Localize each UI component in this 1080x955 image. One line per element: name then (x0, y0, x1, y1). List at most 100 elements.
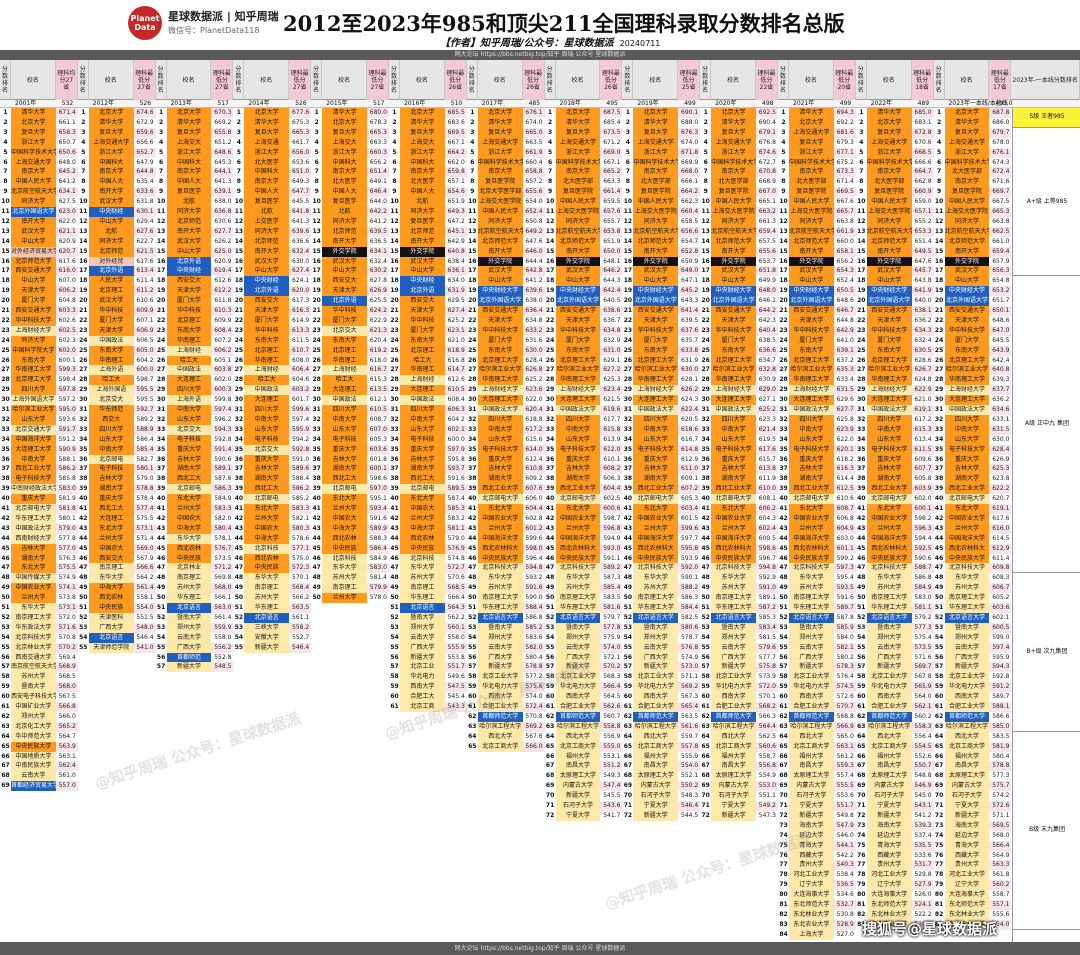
school-name: 中南大学 (789, 424, 834, 435)
rank-number: 40 (77, 494, 89, 505)
school-name: 宁夏大学 (555, 810, 601, 821)
rank-number: 31 (466, 405, 478, 415)
min-score: 575.7 (989, 781, 1012, 792)
school-name: 电子科技大学 (633, 444, 679, 455)
min-score: 603.6 (366, 444, 389, 455)
school-name: 宁夏大学 (944, 801, 990, 811)
col-header-score: 理科最低分18省 (911, 60, 934, 100)
rank-number: 71 (700, 801, 712, 811)
table-row: 44 中国海洋大学 614.5 (933, 533, 1012, 544)
school-name: 广西大学 (400, 642, 445, 653)
table-row: 51 华东理工大学 584.4 (622, 603, 701, 613)
min-score: 568.5 (444, 583, 467, 594)
school-name: 中山大学 (711, 276, 756, 287)
table-row: 53 三峡大学 558.2 (233, 622, 312, 633)
min-score: 649.3 (444, 207, 467, 217)
rank-number: 55 (933, 642, 945, 653)
min-score: 576.4 (833, 672, 856, 683)
rank-number: 29 (0, 385, 11, 396)
rank-number: 47 (77, 563, 89, 574)
min-score: 650.1 (989, 306, 1012, 316)
table-row: 40 重庆大学 581.9 (0, 494, 78, 505)
table-row: 60 西安电子科技大学 567.5 (0, 692, 78, 703)
table-row: 56 广西大学 595.9 (933, 652, 1012, 663)
school-name: 福州大学 (866, 751, 912, 762)
school-name: 西安交大 (322, 276, 367, 287)
school-name: 河北工业大学 (944, 870, 990, 881)
table-row: 62 郑州大学 566.0 (0, 711, 78, 722)
school-name: 中央民族大学 (866, 553, 912, 564)
table-row: 14 同济大学 622.7 (77, 236, 156, 247)
url-strip-bottom: 网大论坛 https://bbs.netbig.top/知乎 周瑞 公众号 星球… (0, 942, 1080, 955)
min-score: 645.3 (211, 157, 234, 168)
table-row: 64 西北大学 562.5 (700, 731, 778, 742)
col-header-score: 理科最低分20省 (833, 60, 856, 100)
rank-number: 2 (466, 117, 478, 128)
school-name: 北京语言大学 (555, 612, 601, 623)
rank-number: 57 (855, 662, 867, 673)
min-score: 602.3 (55, 335, 78, 346)
rank-number: 56 (933, 652, 945, 663)
table-row: 60 西南大学 567.3 (622, 692, 701, 703)
rank-number: 8 (933, 177, 945, 188)
table-row: 44 中国海洋大学 600.5 (700, 533, 778, 544)
table-row: 9 复旦医学院 661.4 (544, 187, 623, 198)
min-score: 588.3 (366, 533, 389, 544)
rank-number: 19 (389, 286, 400, 297)
rank-number: 81 (855, 900, 867, 910)
table-row: 27 哈尔滨工业大学 630.0 (622, 365, 701, 376)
rank-number: 25 (311, 345, 323, 356)
min-score: 547.4 (600, 781, 623, 792)
school-name: 苏州大学 (866, 583, 912, 594)
school-name: 湖南大学 (866, 474, 912, 485)
sohu-credit: 搜狐号@星球数据派 (862, 920, 998, 938)
min-score: 577.3 (911, 622, 934, 633)
table-row: 67 南昌大学 551.2 (544, 761, 623, 772)
min-score: 657.5 (755, 236, 778, 247)
min-score: 584.9 (366, 553, 389, 564)
table-row: 38 湖南大学 606.3 (544, 474, 623, 485)
rank-number: 2 (155, 117, 167, 128)
table-row: 40 东北大学 584.9 (155, 494, 234, 505)
school-name: 北京理工大学 (866, 355, 912, 366)
table-row: 60 西南大学 564.0 (855, 692, 934, 703)
school-name: 暨南大学 (711, 622, 756, 633)
table-row: 23 上海财经大学 602.5 (0, 325, 78, 336)
school-name: 中国传媒大学 (11, 573, 56, 584)
school-name: 北京工商大学 (789, 741, 834, 752)
school-name: 中国政法 (400, 395, 445, 406)
min-score: 575.5 (55, 563, 78, 574)
school-name: 中南大学 (711, 424, 756, 435)
table-row: 50 南京理工大学 605.2 (933, 593, 1012, 604)
table-row: 54 北京科技大学 570.8 (0, 632, 78, 643)
school-name: 广西大学 (555, 652, 601, 663)
min-score: 591.2 (989, 682, 1012, 693)
school-name: 河北工业大学 (789, 870, 834, 881)
table-row: 27 哈尔滨工业大学 626.7 (855, 365, 934, 376)
table-row: 14 中山大学 620.9 (0, 236, 78, 247)
table-row: 61 合肥工业大学 570.7 (778, 702, 856, 712)
min-score: 574.5 (833, 682, 856, 693)
rank-number: 54 (466, 632, 478, 643)
table-row: 6 中国科学技术大学 667.1 (544, 157, 623, 168)
rank-number: 6 (0, 157, 11, 168)
table-row: 26 北京理工大学 628.6 (855, 355, 934, 366)
school-name: 浙江大学 (789, 147, 834, 158)
table-row: 83 东北农业大学 528.9 (778, 919, 856, 930)
rank-number: 31 (389, 405, 400, 415)
school-name: 北京航空航天大学 (866, 226, 915, 237)
table-row: 19 中央财经大学 642.4 (544, 286, 623, 297)
school-name: 重庆大学 (944, 454, 990, 465)
rank-number: 70 (933, 791, 945, 802)
table-row: 50 华东理工 566.4 (389, 593, 467, 604)
table-row: 56 广西大学 580.4 (466, 652, 545, 663)
rank-number: 8 (311, 177, 323, 188)
table-row: 35 电子科技大学 620.1 (778, 444, 856, 455)
school-name: 中国农业大学 (944, 513, 990, 524)
table-row: 11 上海交大医学院 660.4 (622, 207, 701, 217)
school-name: 中国科学技术大学 (633, 157, 682, 168)
tier-sidebar: S级 王者985 A+级 上等985 A级 正中九 集团 B+级 次九集团 B级 末九集… (1012, 108, 1080, 942)
rank-number: 53 (233, 622, 245, 633)
table-row: 4 上海交通大学 678.0 (933, 137, 1012, 148)
min-score: 674.0 (522, 117, 545, 128)
